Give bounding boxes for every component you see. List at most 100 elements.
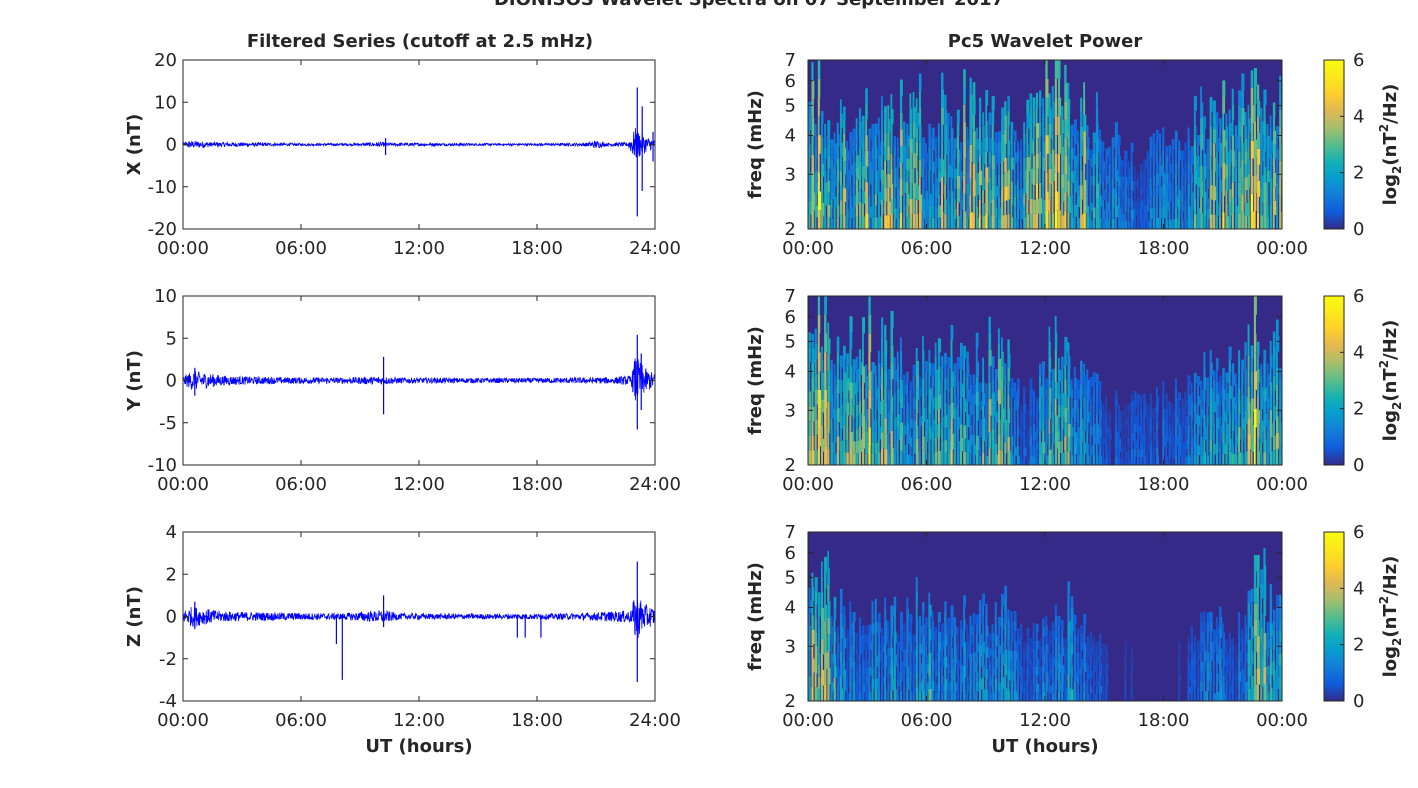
heatmap-cell [915, 347, 918, 361]
heatmap-cell [1181, 202, 1184, 212]
heatmap-cell [1020, 649, 1023, 658]
heatmap-cell [1114, 122, 1119, 135]
heatmap-cell [1250, 385, 1254, 399]
heatmap-cell [931, 670, 934, 681]
heatmap-cell [934, 356, 937, 370]
heatmap-cell [1263, 362, 1266, 376]
heatmap-cell [899, 145, 904, 163]
heatmap-cell [1042, 664, 1045, 674]
heatmap-cell [1092, 657, 1096, 665]
heatmap-cell [893, 643, 896, 655]
heatmap-cell [1231, 363, 1235, 375]
heatmap-cell [1080, 360, 1083, 373]
heatmap-cell [1080, 383, 1083, 396]
heatmap-cell [1095, 660, 1099, 668]
heatmap-cell [1105, 157, 1108, 167]
heatmap-cell [1253, 139, 1258, 158]
heatmap-cell [839, 588, 843, 602]
heatmap-cell [1149, 187, 1153, 199]
heatmap-cell [833, 453, 837, 465]
heatmap-cell [1076, 446, 1080, 456]
heatmap-cell [824, 446, 828, 465]
heatmap-cell [820, 346, 823, 360]
heatmap-cell [972, 642, 975, 653]
heatmap-cell [912, 168, 915, 184]
heatmap-cell [836, 379, 840, 394]
heatmap-cell [1054, 431, 1059, 449]
heatmap-cell [1272, 405, 1276, 421]
heatmap-cell [963, 606, 965, 619]
heatmap-cell [959, 342, 963, 357]
heatmap-cell [1061, 404, 1065, 417]
heatmap-cell [969, 94, 973, 112]
heatmap-cell [1127, 168, 1131, 176]
heatmap-cell [909, 691, 913, 701]
heatmap-cell [1263, 198, 1267, 214]
heatmap-cell [1117, 458, 1121, 465]
heatmap-cell [1165, 433, 1169, 442]
heatmap-cell [1272, 172, 1276, 187]
heatmap-cell [893, 596, 897, 609]
heatmap-cell [1054, 316, 1057, 333]
heatmap-cell [877, 426, 881, 440]
heatmap-cell [1130, 441, 1133, 450]
heatmap-cell [1045, 672, 1049, 683]
heatmap-cell [862, 382, 864, 400]
heatmap-cell [871, 205, 875, 218]
heatmap-cell [1032, 674, 1036, 684]
heatmap-cell [862, 350, 864, 367]
heatmap-cell [972, 196, 976, 213]
heatmap-cell [877, 154, 881, 168]
heatmap-cell [928, 205, 932, 218]
heatmap-cell [1146, 177, 1150, 186]
heatmap-cell [1051, 443, 1054, 455]
heatmap-cell [978, 112, 981, 127]
heatmap-cell [1260, 569, 1264, 584]
heatmap-cell [918, 73, 922, 91]
heatmap-cell [1275, 432, 1279, 449]
heatmap-cell [1038, 105, 1042, 122]
heatmap-cell [975, 633, 978, 644]
heatmap-cell [1099, 129, 1102, 141]
heatmap-cell [1076, 455, 1081, 465]
heatmap-cell [858, 663, 862, 674]
heatmap-cell [1026, 660, 1030, 669]
heatmap-cell [950, 191, 954, 204]
heatmap-cell [1228, 632, 1232, 641]
heatmap-cell [865, 659, 868, 668]
heatmap-cell [950, 626, 954, 638]
heatmap-cell [1219, 455, 1222, 465]
heatmap-cell [1127, 175, 1131, 184]
heatmap-cell [1162, 408, 1165, 419]
heatmap-cell [966, 452, 969, 465]
heatmap-cell [833, 375, 837, 387]
heatmap-cell [877, 414, 881, 427]
heatmap-cell [1070, 607, 1074, 620]
heatmap-cell [931, 610, 934, 621]
heatmap-cell [969, 374, 972, 385]
heatmap-cell [827, 180, 830, 193]
heatmap-cell [843, 215, 846, 229]
heatmap-cell [918, 644, 923, 654]
heatmap-cell [884, 215, 888, 229]
heatmap-cell [925, 617, 928, 627]
heatmap-cell [1171, 458, 1174, 465]
heatmap-cell [963, 451, 966, 465]
heatmap-cell [1244, 624, 1247, 634]
heatmap-cell [1247, 615, 1251, 628]
heatmap-cell [1105, 193, 1108, 203]
heatmap-cell [1178, 448, 1182, 457]
heatmap-cell [975, 652, 979, 663]
heatmap-cell [972, 632, 975, 643]
heatmap-cell [817, 191, 822, 211]
heatmap-cell [1253, 571, 1257, 588]
heatmap-cell [1272, 158, 1276, 173]
heatmap-cell [1007, 395, 1010, 410]
heatmap-cell [1095, 434, 1100, 445]
heatmap-cell [1016, 644, 1020, 653]
heatmap-cell [893, 198, 896, 209]
heatmap-cell [909, 168, 913, 184]
heatmap-cell [1253, 652, 1257, 669]
heatmap-cell [890, 310, 894, 329]
heatmap-cell [1001, 134, 1005, 148]
